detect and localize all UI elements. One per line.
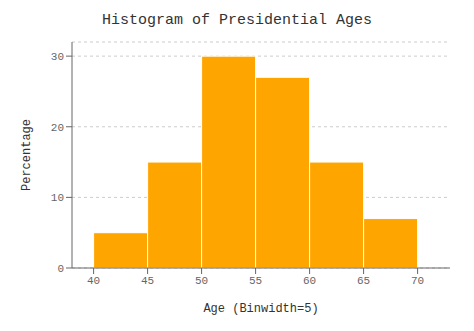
svg-text:60: 60 (303, 275, 316, 287)
svg-text:0: 0 (57, 263, 64, 275)
svg-text:Percentage: Percentage (20, 119, 34, 191)
svg-text:65: 65 (357, 275, 370, 287)
svg-text:45: 45 (141, 275, 154, 287)
svg-text:Age (Binwidth=5): Age (Binwidth=5) (203, 302, 318, 316)
svg-text:70: 70 (411, 275, 424, 287)
svg-text:20: 20 (51, 122, 64, 134)
svg-text:40: 40 (87, 275, 100, 287)
svg-text:50: 50 (195, 275, 208, 287)
svg-text:30: 30 (51, 51, 64, 63)
html-text:Histogram of Presidential Ages: Histogram of Presidential Ages (102, 12, 372, 29)
svg-text:10: 10 (51, 192, 64, 204)
svg-text:55: 55 (249, 275, 262, 287)
